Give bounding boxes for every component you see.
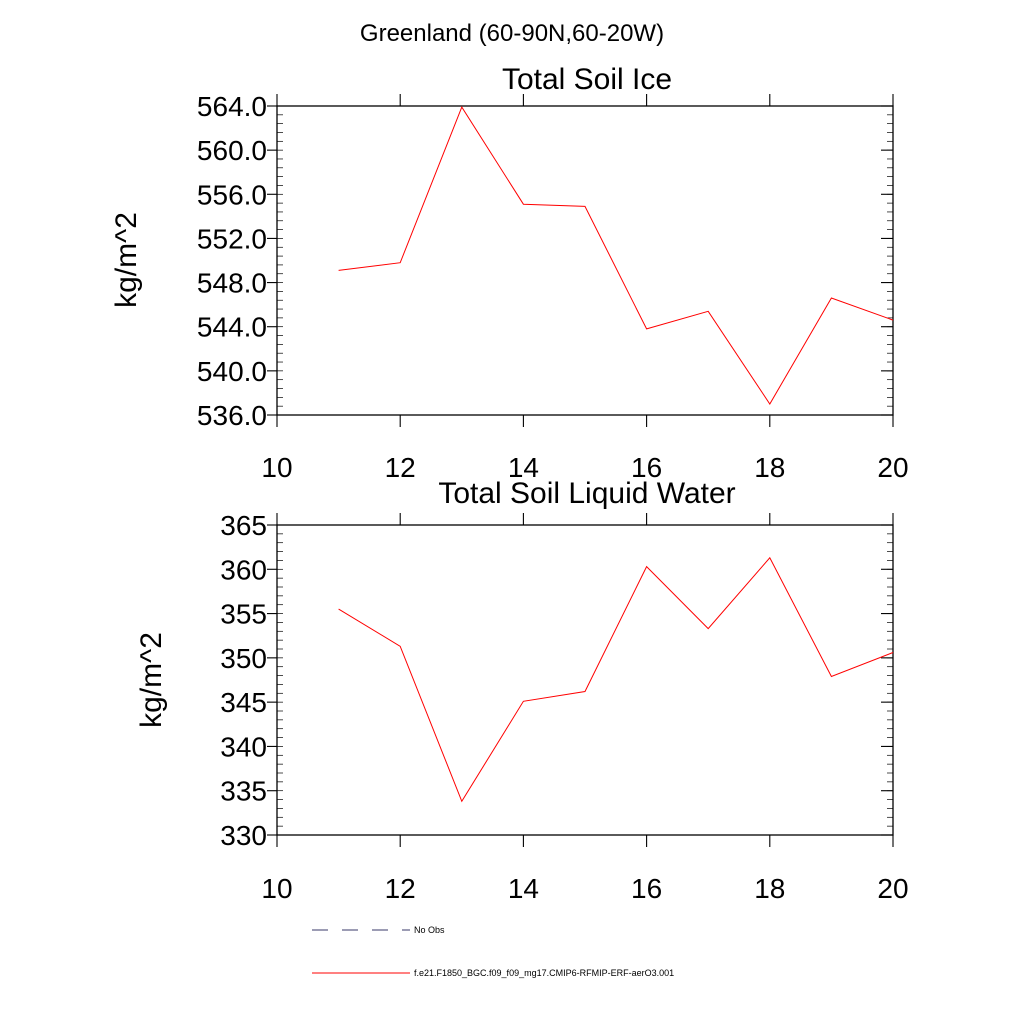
panel-title: Total Soil Ice [502, 63, 672, 96]
panel-total-soil-ice: Total Soil Ice kg/m^2 536.0 540.0 544.0 548… [110, 63, 909, 483]
series-line [338, 556, 894, 803]
panel-total-soil-liquid-water: Total Soil Liquid Water kg/m^2 330 335 340… [135, 477, 909, 904]
plot-frame [276, 524, 894, 836]
y-tick-label: 365 [220, 510, 267, 541]
plot-area: 536.0 540.0 544.0 548.0 552.0 556.0 560.0 564.0… [197, 91, 909, 483]
x-tick-label: 12 [385, 873, 416, 904]
y-tick-label: 560.0 [197, 135, 267, 166]
y-tick-label: 536.0 [197, 400, 267, 431]
y-tick-label: 548.0 [197, 268, 267, 299]
plot-frame [276, 105, 894, 416]
y-tick-label: 552.0 [197, 223, 267, 254]
panel-title: Total Soil Liquid Water [438, 477, 735, 510]
y-axis-label: kg/m^2 [135, 632, 168, 728]
plot-area: 330 335 340 345 350 355 360 365 10 12 14 16 18 20 [220, 510, 908, 904]
x-tick-label: 18 [754, 452, 785, 483]
y-tick-label: 355 [220, 599, 267, 630]
y-axis-label: kg/m^2 [110, 212, 143, 308]
y-tick-label: 556.0 [197, 179, 267, 210]
y-tick-label: 564.0 [197, 91, 267, 122]
x-tick-label: 20 [877, 452, 908, 483]
legend-label: No Obs [414, 925, 445, 935]
y-tick-label: 345 [220, 687, 267, 718]
x-tick-label: 16 [631, 452, 662, 483]
x-tick-label: 12 [385, 452, 416, 483]
x-tick-label: 18 [754, 873, 785, 904]
y-tick-label: 340 [220, 731, 267, 762]
x-tick-label: 10 [261, 452, 292, 483]
x-tick-label: 14 [508, 452, 539, 483]
y-tick-label: 544.0 [197, 312, 267, 343]
figure-suptitle: Greenland (60-90N,60-20W) [360, 20, 664, 47]
legend: No Obs f.e21.F1850_BGC.f09_f09_mg17.CMIP… [312, 925, 674, 978]
legend-label: f.e21.F1850_BGC.f09_f09_mg17.CMIP6-RFMIP… [414, 968, 674, 978]
y-tick-label: 335 [220, 776, 267, 807]
y-tick-label: 330 [220, 820, 267, 851]
x-tick-label: 20 [877, 873, 908, 904]
x-tick-label: 14 [508, 873, 539, 904]
series-line [338, 106, 894, 405]
y-tick-label: 360 [220, 554, 267, 585]
y-tick-label: 540.0 [197, 356, 267, 387]
y-tick-label: 350 [220, 643, 267, 674]
x-tick-label: 16 [631, 873, 662, 904]
x-tick-label: 10 [261, 873, 292, 904]
